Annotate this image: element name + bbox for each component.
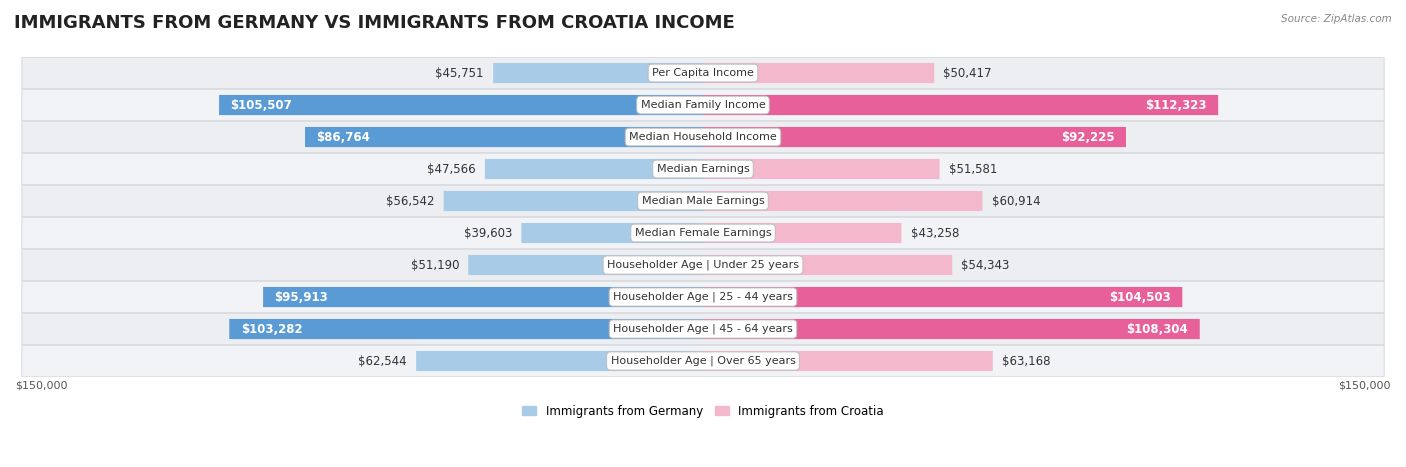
Text: $56,542: $56,542 (387, 195, 434, 207)
Text: Householder Age | 25 - 44 years: Householder Age | 25 - 44 years (613, 292, 793, 302)
FancyBboxPatch shape (703, 319, 1199, 339)
Text: $43,258: $43,258 (911, 226, 959, 240)
Text: $104,503: $104,503 (1109, 290, 1171, 304)
FancyBboxPatch shape (22, 121, 1384, 153)
Text: $51,581: $51,581 (949, 163, 997, 176)
Text: $63,168: $63,168 (1002, 354, 1050, 368)
Text: Householder Age | Over 65 years: Householder Age | Over 65 years (610, 356, 796, 366)
FancyBboxPatch shape (485, 159, 703, 179)
Text: $92,225: $92,225 (1062, 131, 1115, 143)
FancyBboxPatch shape (703, 191, 983, 211)
FancyBboxPatch shape (703, 63, 934, 83)
FancyBboxPatch shape (416, 351, 703, 371)
Text: $39,603: $39,603 (464, 226, 512, 240)
FancyBboxPatch shape (22, 249, 1384, 281)
Text: IMMIGRANTS FROM GERMANY VS IMMIGRANTS FROM CROATIA INCOME: IMMIGRANTS FROM GERMANY VS IMMIGRANTS FR… (14, 14, 735, 32)
Text: $103,282: $103,282 (240, 323, 302, 335)
Text: Source: ZipAtlas.com: Source: ZipAtlas.com (1281, 14, 1392, 24)
FancyBboxPatch shape (494, 63, 703, 83)
FancyBboxPatch shape (229, 319, 703, 339)
Text: $150,000: $150,000 (1339, 381, 1391, 391)
FancyBboxPatch shape (444, 191, 703, 211)
FancyBboxPatch shape (468, 255, 703, 275)
Text: Median Family Income: Median Family Income (641, 100, 765, 110)
FancyBboxPatch shape (22, 313, 1384, 345)
Text: $86,764: $86,764 (316, 131, 370, 143)
FancyBboxPatch shape (22, 281, 1384, 313)
Text: $54,343: $54,343 (962, 259, 1010, 271)
Text: $62,544: $62,544 (359, 354, 406, 368)
FancyBboxPatch shape (703, 287, 1182, 307)
Text: Median Male Earnings: Median Male Earnings (641, 196, 765, 206)
FancyBboxPatch shape (22, 153, 1384, 185)
FancyBboxPatch shape (219, 95, 703, 115)
Text: Median Earnings: Median Earnings (657, 164, 749, 174)
FancyBboxPatch shape (22, 89, 1384, 121)
Text: $108,304: $108,304 (1126, 323, 1188, 335)
FancyBboxPatch shape (305, 127, 703, 147)
Text: $51,190: $51,190 (411, 259, 458, 271)
Text: $150,000: $150,000 (15, 381, 67, 391)
Text: $95,913: $95,913 (274, 290, 328, 304)
Text: $47,566: $47,566 (427, 163, 475, 176)
FancyBboxPatch shape (703, 351, 993, 371)
Text: $60,914: $60,914 (991, 195, 1040, 207)
FancyBboxPatch shape (703, 127, 1126, 147)
Text: $112,323: $112,323 (1146, 99, 1206, 112)
FancyBboxPatch shape (703, 223, 901, 243)
FancyBboxPatch shape (22, 57, 1384, 89)
Text: $45,751: $45,751 (436, 66, 484, 79)
Legend: Immigrants from Germany, Immigrants from Croatia: Immigrants from Germany, Immigrants from… (517, 400, 889, 422)
Text: Median Female Earnings: Median Female Earnings (634, 228, 772, 238)
Text: Median Household Income: Median Household Income (628, 132, 778, 142)
FancyBboxPatch shape (703, 95, 1218, 115)
FancyBboxPatch shape (703, 255, 952, 275)
Text: Per Capita Income: Per Capita Income (652, 68, 754, 78)
FancyBboxPatch shape (22, 217, 1384, 249)
Text: $105,507: $105,507 (231, 99, 292, 112)
Text: Householder Age | Under 25 years: Householder Age | Under 25 years (607, 260, 799, 270)
Text: $50,417: $50,417 (943, 66, 991, 79)
FancyBboxPatch shape (263, 287, 703, 307)
FancyBboxPatch shape (703, 159, 939, 179)
Text: Householder Age | 45 - 64 years: Householder Age | 45 - 64 years (613, 324, 793, 334)
FancyBboxPatch shape (22, 345, 1384, 377)
FancyBboxPatch shape (22, 185, 1384, 217)
FancyBboxPatch shape (522, 223, 703, 243)
